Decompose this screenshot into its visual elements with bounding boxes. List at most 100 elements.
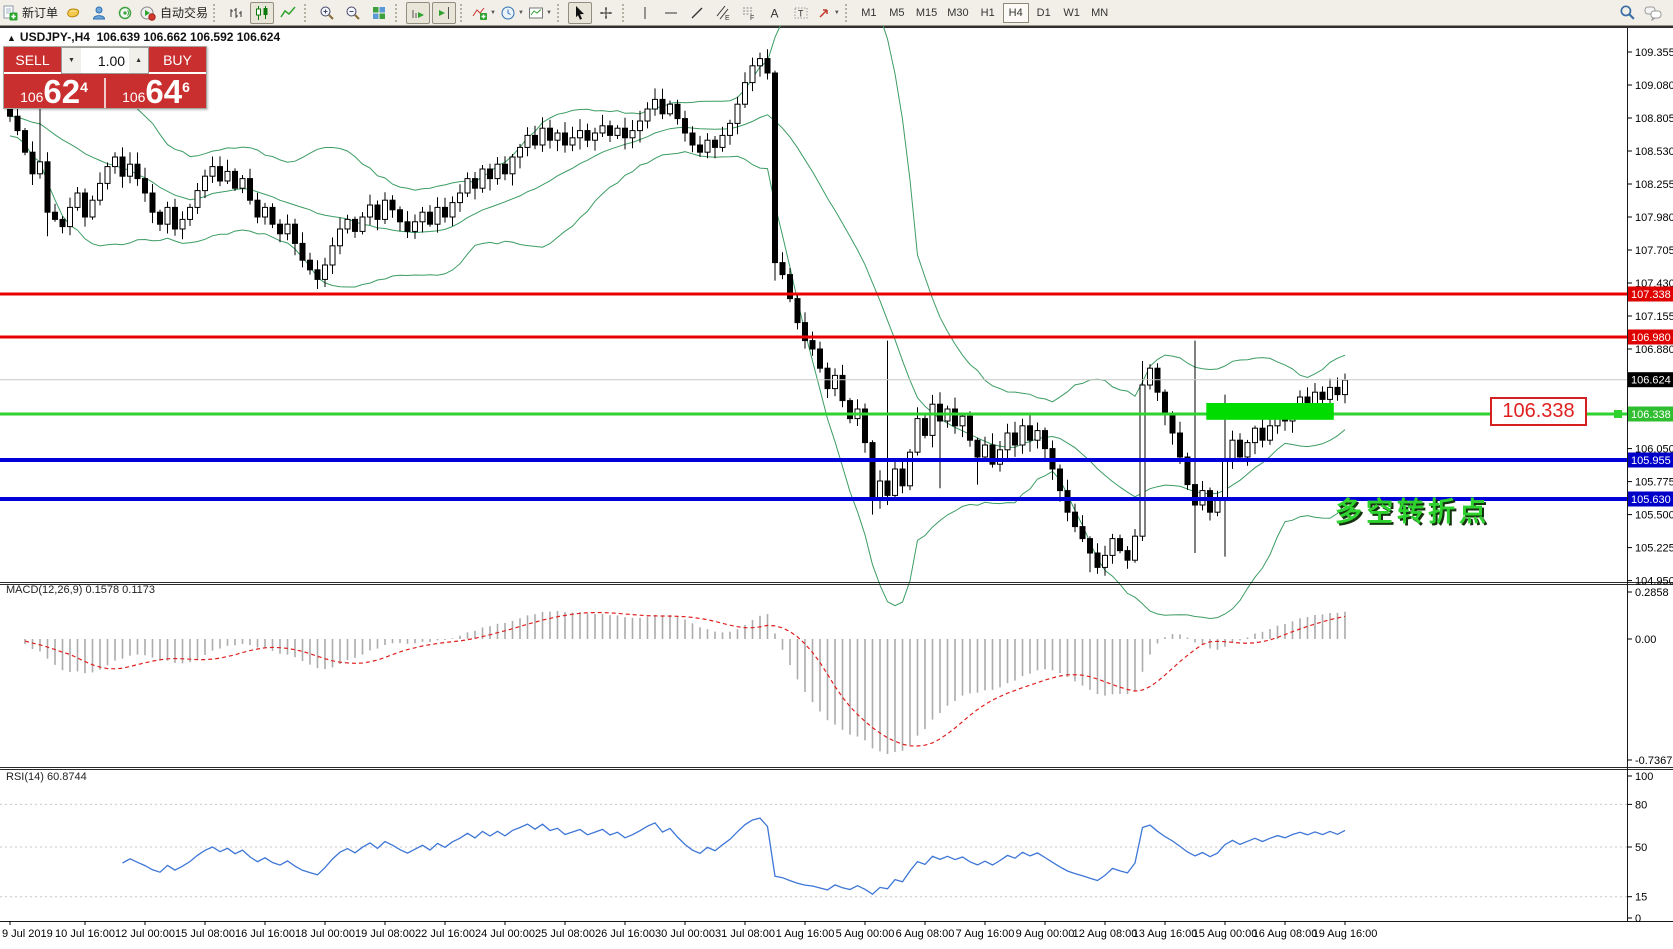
svg-text:107.705: 107.705	[1635, 245, 1673, 257]
timeframe-D1[interactable]: D1	[1036, 6, 1051, 19]
svg-text:105.955: 105.955	[1631, 455, 1671, 467]
search-icon	[1619, 5, 1635, 20]
svg-text:108.255: 108.255	[1635, 179, 1673, 191]
timeframe-M5[interactable]: M5	[889, 6, 905, 19]
trendline-tool-button[interactable]	[685, 2, 709, 24]
equidistant-channel-tool-button[interactable]: E	[711, 2, 735, 24]
zoom-out-icon	[346, 6, 360, 20]
templates-icon	[528, 7, 543, 18]
data-feed-button[interactable]	[113, 2, 137, 24]
line-chart-mode-button[interactable]	[276, 2, 300, 24]
collapse-panel-arrow[interactable]: ▲	[7, 33, 16, 43]
sell-price-big: 62	[43, 73, 81, 110]
rsi-label: RSI(14) 60.8744	[6, 771, 87, 783]
candlestick-mode-button[interactable]	[250, 1, 275, 24]
templates-caret: ▼	[545, 9, 552, 16]
svg-text:18 Jul 00:00: 18 Jul 00:00	[295, 928, 355, 940]
zoom-out-button[interactable]	[341, 2, 365, 24]
volume-increase-button[interactable]: ▲	[129, 48, 148, 73]
crosshair-tool-button[interactable]	[594, 2, 618, 24]
svg-text:105.630: 105.630	[1631, 494, 1671, 506]
sell-price-display[interactable]: 106 62 4	[4, 73, 104, 110]
time-axis[interactable]	[0, 921, 1673, 949]
market-watch-icon	[93, 6, 106, 19]
chart-canvas[interactable]	[0, 26, 1627, 921]
crosshair-icon	[599, 6, 612, 19]
svg-text:50: 50	[1635, 842, 1647, 854]
arrows-tool-button[interactable]: ▼	[815, 2, 841, 24]
svg-text:106.338: 106.338	[1631, 409, 1671, 421]
svg-text:12 Jul 00:00: 12 Jul 00:00	[115, 928, 175, 940]
text-label-tool-button[interactable]: T	[789, 2, 813, 24]
tile-windows-button[interactable]	[367, 2, 391, 24]
timeframe-M15[interactable]: M15	[915, 6, 938, 19]
indicators-caret: ▼	[490, 9, 496, 16]
timeframe-M1[interactable]: M1	[861, 6, 877, 19]
vertical-line-icon	[644, 6, 646, 19]
svg-text:105.775: 105.775	[1635, 477, 1673, 489]
sell-button[interactable]: SELL	[4, 47, 61, 74]
trendline-icon	[691, 7, 703, 18]
history-center-icon	[67, 7, 80, 17]
svg-text:108.805: 108.805	[1635, 113, 1673, 125]
svg-text:9 Aug 00:00: 9 Aug 00:00	[1016, 928, 1075, 940]
timeframe-H4[interactable]: H4	[1002, 2, 1029, 23]
fibo-letter: F	[750, 15, 754, 21]
market-watch-button[interactable]	[87, 2, 111, 24]
svg-text:22 Jul 16:00: 22 Jul 16:00	[415, 928, 475, 940]
search-button[interactable]	[1615, 2, 1639, 24]
indicators-button[interactable]: ▼	[471, 2, 497, 24]
indicators-icon	[472, 7, 488, 20]
horizontal-line-tool-button[interactable]	[659, 2, 683, 24]
price-level-callout[interactable]: 106.338	[1490, 397, 1587, 426]
periods-button[interactable]: ▼	[499, 2, 525, 24]
svg-text:0: 0	[1635, 913, 1641, 925]
chart-shift-button[interactable]	[432, 1, 457, 24]
periods-caret: ▼	[517, 9, 524, 16]
zoom-in-icon	[320, 6, 334, 20]
timeframe-M30[interactable]: M30	[947, 6, 969, 19]
svg-text:25 Jul 08:00: 25 Jul 08:00	[535, 928, 595, 940]
arrows-caret: ▼	[833, 9, 840, 16]
chart-shift-icon	[439, 6, 450, 19]
toolbar-grip	[844, 3, 852, 22]
label-letter: T	[798, 8, 804, 18]
buy-price-display[interactable]: 106 64 6	[106, 75, 206, 108]
chart-ohlc-line: ▲ USDJPY-,H4 106.639 106.662 106.592 106.…	[7, 30, 280, 44]
timeframe-MN[interactable]: MN	[1091, 6, 1109, 19]
svg-text:6 Aug 08:00: 6 Aug 08:00	[896, 928, 955, 940]
timeframe-W1[interactable]: W1	[1063, 6, 1080, 19]
buy-button[interactable]: BUY	[149, 47, 206, 74]
svg-text:1 Aug 16:00: 1 Aug 16:00	[776, 928, 835, 940]
vertical-line-tool-button[interactable]	[633, 2, 657, 24]
history-center-button[interactable]	[61, 2, 85, 24]
data-feed-icon	[118, 6, 132, 19]
svg-text:105.225: 105.225	[1635, 543, 1673, 555]
bar-chart-mode-button[interactable]	[224, 2, 248, 24]
text-tool-button[interactable]: A	[763, 2, 787, 24]
toolbar-grip	[395, 3, 402, 22]
volume-input[interactable]	[80, 48, 130, 73]
auto-trading-button[interactable]: 自动交易	[139, 2, 209, 24]
svg-text:5 Aug 00:00: 5 Aug 00:00	[836, 928, 895, 940]
svg-text:12 Aug 08:00: 12 Aug 08:00	[1073, 928, 1138, 940]
timeframe-H1[interactable]: H1	[980, 6, 995, 19]
svg-text:10 Jul 16:00: 10 Jul 16:00	[55, 928, 115, 940]
price-axis[interactable]	[1627, 26, 1673, 921]
auto-trading-label: 自动交易	[160, 6, 209, 20]
auto-scroll-button[interactable]	[406, 1, 431, 24]
fibonacci-tool-button[interactable]: F	[737, 2, 761, 24]
chart-ohlc-values: 106.639 106.662 106.592 106.624	[96, 30, 281, 44]
periods-clock-icon	[501, 6, 515, 19]
volume-decrease-button[interactable]: ▼	[62, 48, 81, 73]
new-order-button[interactable]: 新订单	[1, 2, 59, 24]
cursor-tool-button[interactable]	[567, 1, 592, 24]
main-toolbar: 新订单 自动交易 ▼ ▼	[0, 0, 1673, 26]
timeframe-switcher: M1 M5 M15 M30 H1 H4 D1 W1 MN	[855, 2, 1114, 23]
chat-button[interactable]	[1641, 2, 1665, 24]
svg-text:30 Jul 00:00: 30 Jul 00:00	[655, 928, 715, 940]
templates-button[interactable]: ▼	[527, 2, 553, 24]
zoom-in-button[interactable]	[315, 2, 339, 24]
svg-text:31 Jul 08:00: 31 Jul 08:00	[715, 928, 775, 940]
